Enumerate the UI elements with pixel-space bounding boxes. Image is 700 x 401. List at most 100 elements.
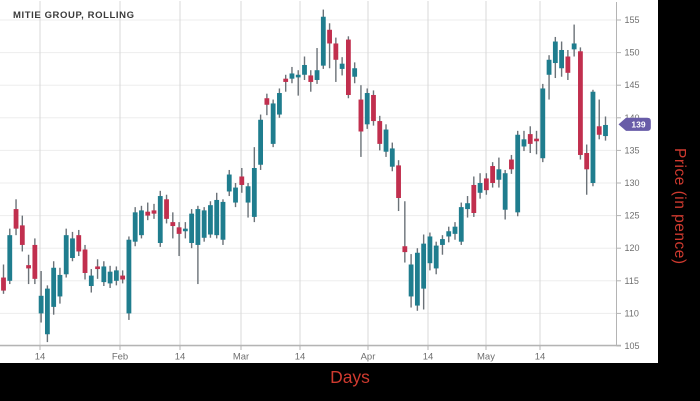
candle-body: [70, 238, 75, 258]
candle: [132, 207, 138, 247]
candle-body: [32, 244, 38, 279]
candle-body: [559, 49, 565, 69]
candle: [358, 85, 364, 157]
candle: [345, 36, 351, 99]
candle-body: [490, 166, 496, 183]
candle-wick: [404, 201, 406, 263]
candle-body: [320, 16, 326, 66]
candle: [490, 162, 496, 188]
candle: [70, 231, 75, 262]
candle: [333, 37, 339, 82]
candle-body: [13, 209, 19, 229]
y-tick-label: 130: [625, 178, 640, 188]
x-axis-title: Days: [330, 367, 370, 387]
candle-body: [51, 267, 57, 307]
candle: [126, 236, 132, 320]
candle-body: [145, 211, 151, 216]
candle-body: [245, 186, 251, 203]
y-tick-label: 155: [625, 15, 640, 25]
candle-body: [170, 222, 176, 227]
candle: [264, 93, 270, 116]
candle-body: [571, 43, 577, 50]
candle: [377, 115, 383, 151]
candle: [327, 23, 332, 69]
candle: [157, 190, 163, 247]
candle-body: [509, 159, 514, 170]
candle-body: [126, 239, 132, 314]
candle: [170, 212, 176, 239]
candle: [509, 154, 514, 174]
candle-wick: [548, 55, 550, 100]
candle-body: [452, 226, 458, 234]
x-tick-label: Feb: [112, 352, 128, 363]
candle-body: [95, 266, 100, 270]
candle-body: [26, 265, 31, 269]
x-tick-label: May: [477, 352, 495, 363]
candle: [95, 259, 100, 279]
candle: [433, 241, 439, 275]
candle-body: [151, 210, 157, 214]
candlestick-chart[interactable]: 10511011512012513013514014515015514Feb14…: [0, 0, 658, 363]
candle: [527, 126, 533, 154]
candle-wick: [316, 48, 318, 84]
candle-body: [258, 119, 264, 165]
candle-body: [220, 201, 226, 240]
y-tick-label: 145: [625, 80, 640, 90]
candles-layer: [1, 9, 608, 343]
x-tick-label: 14: [35, 352, 46, 363]
candle-body: [345, 39, 351, 95]
candle: [371, 90, 376, 126]
candle-body: [176, 227, 182, 234]
candle-body: [546, 59, 552, 75]
candle: [364, 88, 370, 129]
candle-body: [433, 245, 439, 269]
candle-body: [314, 70, 320, 80]
gridlines: [0, 1, 617, 347]
candle-body: [358, 99, 364, 132]
candle-body: [421, 243, 427, 289]
y-tick-label: 115: [625, 276, 639, 286]
candle: [214, 192, 220, 239]
candle-body: [233, 187, 238, 203]
candle: [63, 228, 69, 278]
candle: [120, 270, 126, 284]
candle: [452, 222, 458, 240]
candle-body: [377, 121, 383, 144]
x-tick-label: 14: [295, 352, 306, 363]
candle: [208, 201, 213, 238]
candle: [1, 264, 6, 294]
candle-wick: [147, 202, 149, 221]
candle-wick: [598, 99, 600, 140]
candle-wick: [535, 130, 538, 155]
candle: [270, 99, 276, 148]
candle-body: [113, 270, 119, 281]
candle-body: [239, 176, 245, 185]
candle: [578, 47, 583, 160]
candle: [465, 196, 470, 218]
candle: [26, 254, 31, 285]
candle-body: [308, 75, 314, 82]
candle: [283, 74, 289, 92]
candle: [552, 36, 558, 79]
candle-body: [552, 41, 558, 64]
candle: [603, 116, 608, 141]
candle: [44, 285, 50, 343]
candle-body: [182, 228, 188, 232]
candle: [295, 70, 301, 96]
candle-body: [477, 183, 483, 193]
candle-body: [515, 134, 521, 213]
candle-body: [383, 129, 389, 152]
axes-layer: 10511011512012513013514014515015514Feb14…: [0, 2, 640, 363]
candle-body: [408, 264, 414, 297]
candle-body: [327, 29, 332, 44]
candle-wick: [335, 37, 337, 82]
candle-body: [483, 178, 489, 191]
candle: [483, 173, 489, 195]
candle-body: [7, 235, 13, 281]
candle: [164, 194, 169, 224]
chart-svg: 10511011512012513013514014515015514Feb14…: [0, 1, 651, 363]
candle: [189, 209, 195, 249]
candle: [396, 160, 401, 212]
candle: [233, 183, 238, 208]
candle: [565, 49, 571, 80]
